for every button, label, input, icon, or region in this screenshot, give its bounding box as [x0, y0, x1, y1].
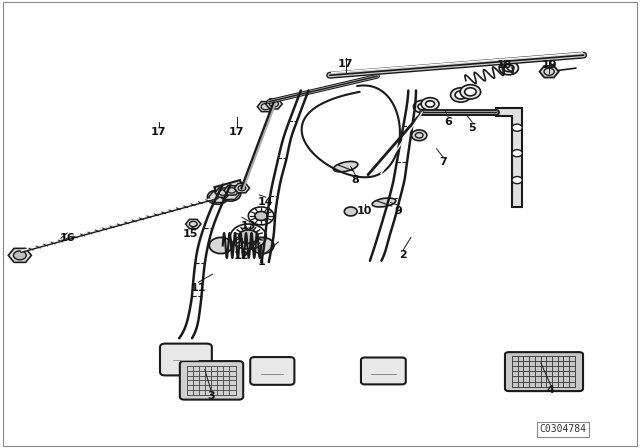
Text: 5: 5	[468, 123, 476, 133]
Text: 15: 15	[183, 229, 198, 239]
Circle shape	[413, 100, 431, 113]
FancyBboxPatch shape	[505, 352, 583, 391]
Circle shape	[421, 98, 439, 110]
Circle shape	[512, 124, 522, 131]
Circle shape	[251, 237, 274, 254]
Polygon shape	[8, 248, 31, 263]
Text: C0304784: C0304784	[540, 424, 587, 434]
Circle shape	[212, 194, 223, 201]
Circle shape	[220, 187, 241, 201]
Text: 16: 16	[60, 233, 75, 243]
Text: 11: 11	[191, 283, 206, 293]
Circle shape	[499, 61, 518, 75]
FancyBboxPatch shape	[361, 358, 406, 384]
Circle shape	[344, 207, 357, 216]
Circle shape	[225, 190, 236, 198]
Polygon shape	[234, 184, 250, 193]
Circle shape	[451, 88, 471, 102]
Circle shape	[426, 101, 435, 107]
Text: 13: 13	[241, 221, 256, 231]
Polygon shape	[214, 180, 243, 196]
Circle shape	[13, 251, 26, 260]
Text: 6: 6	[444, 117, 452, 127]
Text: 8: 8	[351, 175, 359, 185]
Circle shape	[465, 88, 476, 96]
Text: 14: 14	[258, 198, 273, 207]
Polygon shape	[215, 188, 230, 197]
Text: 4: 4	[547, 385, 554, 395]
Circle shape	[460, 85, 481, 99]
Text: 3: 3	[207, 392, 215, 401]
Circle shape	[512, 177, 522, 184]
FancyBboxPatch shape	[250, 357, 294, 385]
Polygon shape	[186, 220, 201, 228]
Text: 1: 1	[257, 257, 265, 267]
Polygon shape	[209, 192, 227, 202]
Circle shape	[512, 150, 522, 157]
Circle shape	[418, 103, 427, 110]
Text: 17: 17	[229, 127, 244, 137]
Text: 17: 17	[338, 59, 353, 69]
Circle shape	[504, 65, 514, 72]
Circle shape	[255, 211, 268, 220]
Text: 18: 18	[497, 60, 512, 70]
Text: 2: 2	[399, 250, 407, 260]
Polygon shape	[224, 186, 239, 195]
Circle shape	[209, 237, 232, 254]
Circle shape	[207, 190, 228, 204]
Text: 12: 12	[234, 251, 250, 261]
Polygon shape	[257, 102, 274, 112]
Text: 10: 10	[357, 207, 372, 216]
Polygon shape	[540, 66, 559, 78]
Text: 17: 17	[151, 127, 166, 137]
FancyBboxPatch shape	[180, 361, 243, 400]
Circle shape	[455, 91, 467, 99]
Polygon shape	[221, 189, 239, 199]
Circle shape	[412, 130, 427, 141]
Ellipse shape	[333, 161, 358, 172]
Polygon shape	[266, 99, 282, 109]
Text: 7: 7	[439, 157, 447, 167]
Circle shape	[239, 230, 258, 243]
Ellipse shape	[372, 198, 396, 207]
FancyBboxPatch shape	[160, 344, 212, 375]
Text: 9: 9	[394, 206, 402, 215]
Text: 19: 19	[541, 60, 557, 70]
Polygon shape	[496, 108, 522, 207]
